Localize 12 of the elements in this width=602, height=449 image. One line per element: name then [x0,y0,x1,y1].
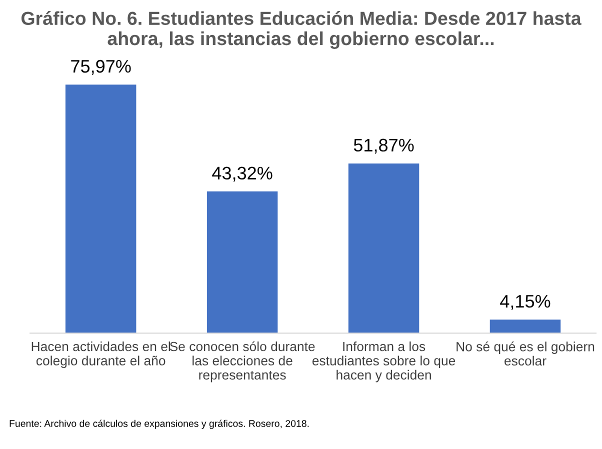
data-label: 4,15% [500,294,550,310]
x-tick-label: No sé qué es el gobiern escolar [456,341,594,366]
bar [490,320,561,334]
bar [65,84,136,334]
bar [348,163,420,334]
data-label: 51,87% [354,138,414,154]
data-label: 43,32% [212,166,272,182]
chart-title: Gráfico No. 6. Estudiantes Educación Media: Desde 2017 hasta ahora, las instancias del gobierno escolar... [21,11,582,49]
data-label: 75,97% [71,60,131,75]
bar [206,191,278,334]
source-note: Fuente: Archivo de cálculos de expansiones y gráficos. Rosero, 2018. [10,420,309,429]
x-tick-label: Hacen actividades en el colegio durante el año [32,341,170,368]
